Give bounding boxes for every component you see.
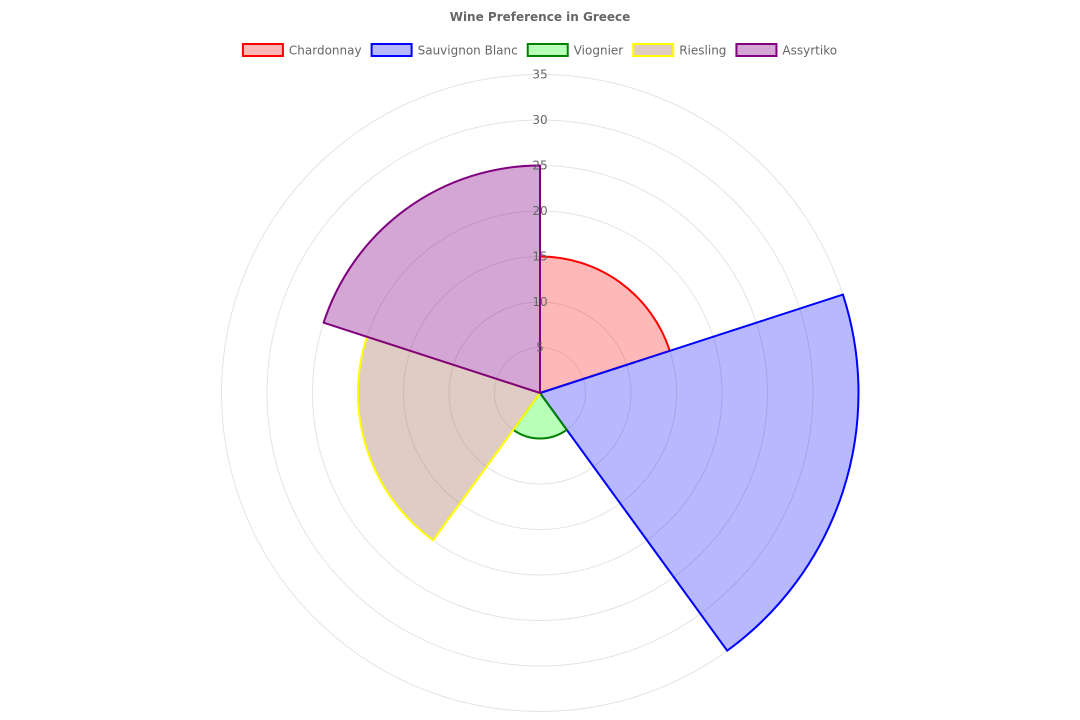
legend-label-viognier: Viognier xyxy=(574,44,624,58)
legend-item-assyrtiko[interactable]: Assyrtiko xyxy=(735,43,837,58)
tick-label: 15 xyxy=(532,250,547,264)
tick-label: 35 xyxy=(532,68,547,82)
legend-swatch-sauvignon-blanc xyxy=(370,43,413,57)
segment-riesling[interactable] xyxy=(357,335,541,542)
legend-label-chardonnay: Chardonnay xyxy=(289,44,362,58)
segments xyxy=(322,164,860,652)
legend-item-riesling[interactable]: Riesling xyxy=(632,43,726,58)
segment-viognier[interactable] xyxy=(512,392,568,440)
segment-sauvignon-blanc[interactable] xyxy=(539,293,860,652)
tick-label: 25 xyxy=(532,159,547,173)
grid-circle xyxy=(266,119,814,667)
legend-item-viognier[interactable]: Viognier xyxy=(526,43,624,58)
legend-label-sauvignon-blanc: Sauvignon Blanc xyxy=(418,44,518,58)
tick-label: 30 xyxy=(532,113,547,127)
segment-chardonnay[interactable] xyxy=(539,255,671,394)
legend-swatch-riesling xyxy=(632,43,675,57)
legend-item-sauvignon-blanc[interactable]: Sauvignon Blanc xyxy=(370,43,518,58)
legend-label-assyrtiko: Assyrtiko xyxy=(782,44,837,58)
legend-label-riesling: Riesling xyxy=(679,44,726,58)
tick-labels: 5 10 15 20 25 30 35 xyxy=(532,68,547,355)
tick-label: 20 xyxy=(532,204,547,218)
tick-label: 5 xyxy=(536,341,544,355)
legend-swatch-viognier xyxy=(526,43,569,57)
segment-assyrtiko[interactable] xyxy=(322,164,541,394)
legend: Chardonnay Sauvignon Blanc Viognier Rieslin… xyxy=(241,43,837,58)
legend-swatch-assyrtiko xyxy=(735,43,778,57)
legend-item-chardonnay[interactable]: Chardonnay xyxy=(241,43,362,58)
legend-swatch-chardonnay xyxy=(241,43,284,57)
tick-label: 10 xyxy=(532,295,547,309)
chart-title: Wine Preference in Greece xyxy=(450,10,631,24)
